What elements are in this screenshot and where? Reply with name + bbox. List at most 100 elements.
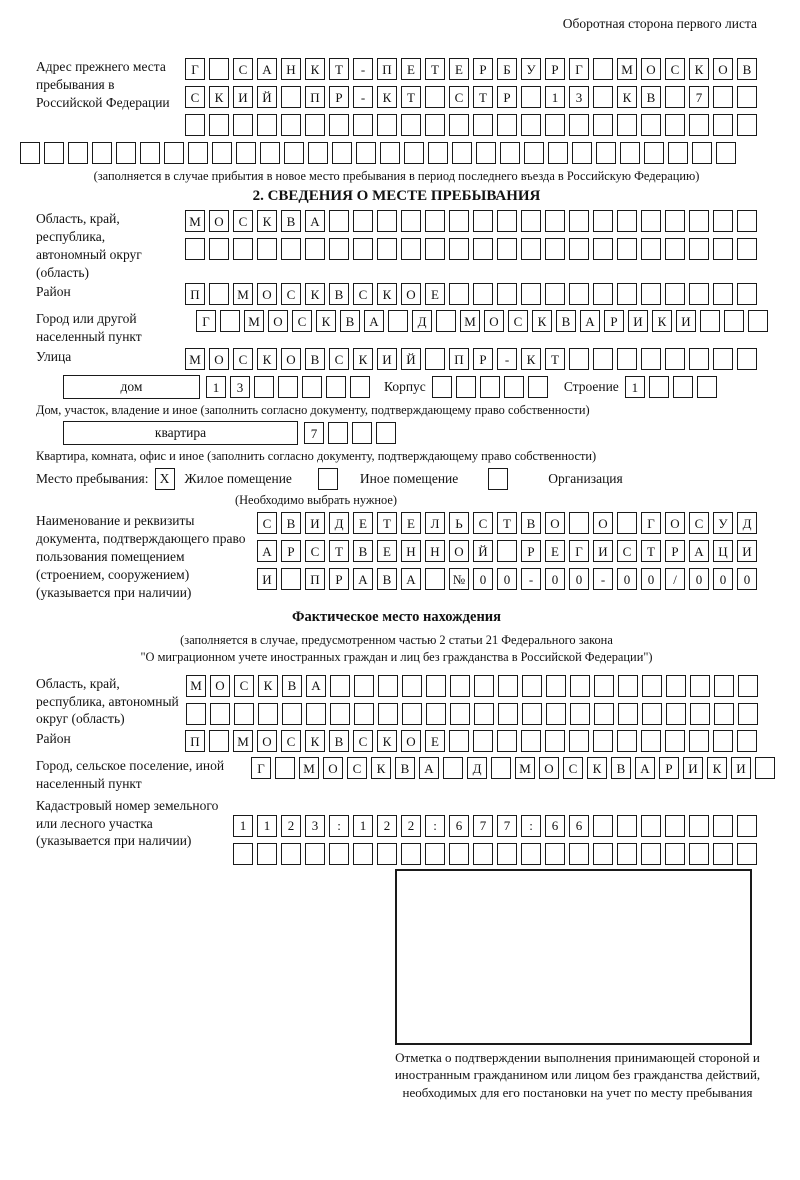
form-cell[interactable]: В [329,730,349,753]
form-cell[interactable] [524,142,544,164]
form-cell[interactable] [476,142,496,164]
form-cell[interactable] [140,142,160,164]
form-cell[interactable]: 7 [304,422,324,445]
form-cell[interactable]: Б [497,58,517,80]
form-cell[interactable]: В [556,310,576,333]
form-cell[interactable]: О [323,757,343,780]
form-cell[interactable] [257,238,277,261]
form-cell[interactable] [689,114,709,136]
form-cell[interactable]: Т [641,540,661,563]
form-cell[interactable] [593,348,613,370]
form-cell[interactable]: Р [659,757,679,780]
form-cell[interactable] [644,142,664,164]
form-cell[interactable]: 6 [449,814,469,837]
form-cell[interactable]: 7 [689,86,709,108]
form-cell[interactable] [449,114,469,136]
form-cell[interactable]: М [244,310,264,333]
form-cell[interactable]: П [305,568,325,591]
form-cell[interactable] [690,674,710,697]
form-cell[interactable]: И [683,757,703,780]
form-cell[interactable] [570,674,590,697]
form-cell[interactable]: К [316,310,336,333]
form-cell[interactable] [497,730,517,753]
form-cell[interactable]: О [641,58,661,80]
form-cell[interactable] [330,702,350,725]
form-cell[interactable] [326,376,346,398]
form-cell[interactable] [689,730,709,753]
form-cell[interactable]: С [563,757,583,780]
form-cell[interactable]: К [305,730,325,753]
form-cell[interactable]: О [539,757,559,780]
form-cell[interactable]: Г [569,540,589,563]
form-cell[interactable]: Т [401,86,421,108]
form-cell[interactable]: Р [473,348,493,370]
form-cell[interactable]: К [377,86,397,108]
form-cell[interactable]: В [395,757,415,780]
form-cell[interactable]: У [713,512,733,535]
form-cell[interactable]: А [257,58,277,80]
form-cell[interactable] [689,842,709,865]
form-cell[interactable]: К [209,86,229,108]
form-cell[interactable]: М [185,210,205,233]
form-cell[interactable]: П [305,86,325,108]
form-cell[interactable]: И [737,540,757,563]
form-cell[interactable] [209,730,229,753]
form-cell[interactable] [498,702,518,725]
form-cell[interactable] [569,512,589,535]
form-cell[interactable]: И [593,540,613,563]
form-cell[interactable]: О [593,512,613,535]
form-cell[interactable] [474,702,494,725]
form-cell[interactable]: С [689,512,709,535]
form-cell[interactable] [356,142,376,164]
form-cell[interactable]: К [617,86,637,108]
form-cell[interactable] [455,376,476,398]
form-cell[interactable] [665,210,685,233]
form-cell[interactable]: К [521,348,541,370]
form-cell[interactable] [209,58,229,80]
form-cell[interactable]: О [401,283,421,306]
form-cell[interactable] [665,814,685,837]
form-cell[interactable]: Е [425,730,445,753]
form-cell[interactable] [329,842,349,865]
form-cell[interactable] [593,283,613,306]
form-cell[interactable] [548,142,568,164]
form-cell[interactable] [302,376,322,398]
form-cell[interactable]: № [449,568,469,591]
form-cell[interactable]: А [419,757,439,780]
form-cell[interactable]: К [257,348,277,370]
form-cell[interactable] [665,283,685,306]
form-cell[interactable]: И [377,348,397,370]
form-cell[interactable]: И [628,310,648,333]
form-cell[interactable]: Т [497,512,517,535]
form-cell[interactable] [738,702,758,725]
form-cell[interactable] [521,842,541,865]
form-cell[interactable] [401,238,421,261]
form-cell[interactable] [569,210,589,233]
form-cell[interactable] [425,114,445,136]
form-cell[interactable] [497,238,517,261]
form-cell[interactable] [737,283,757,306]
form-cell[interactable] [497,540,517,563]
form-cell[interactable]: 0 [689,568,709,591]
form-cell[interactable]: - [353,86,373,108]
form-cell[interactable]: Е [377,540,397,563]
form-cell[interactable]: А [353,568,373,591]
form-cell[interactable] [188,142,208,164]
form-cell[interactable] [236,142,256,164]
form-cell[interactable]: С [508,310,528,333]
form-cell[interactable]: К [587,757,607,780]
form-cell[interactable] [330,674,350,697]
form-cell[interactable]: Т [545,348,565,370]
form-cell[interactable]: - [593,568,613,591]
form-cell[interactable] [185,238,205,261]
form-cell[interactable] [402,702,422,725]
form-cell[interactable]: 3 [305,814,325,837]
form-cell[interactable] [257,114,277,136]
form-cell[interactable]: Й [473,540,493,563]
form-cell[interactable] [425,842,445,865]
form-cell[interactable]: : [425,814,445,837]
form-cell[interactable]: Ц [713,540,733,563]
form-cell[interactable] [713,730,733,753]
form-cell[interactable] [666,702,686,725]
form-cell[interactable]: В [641,86,661,108]
